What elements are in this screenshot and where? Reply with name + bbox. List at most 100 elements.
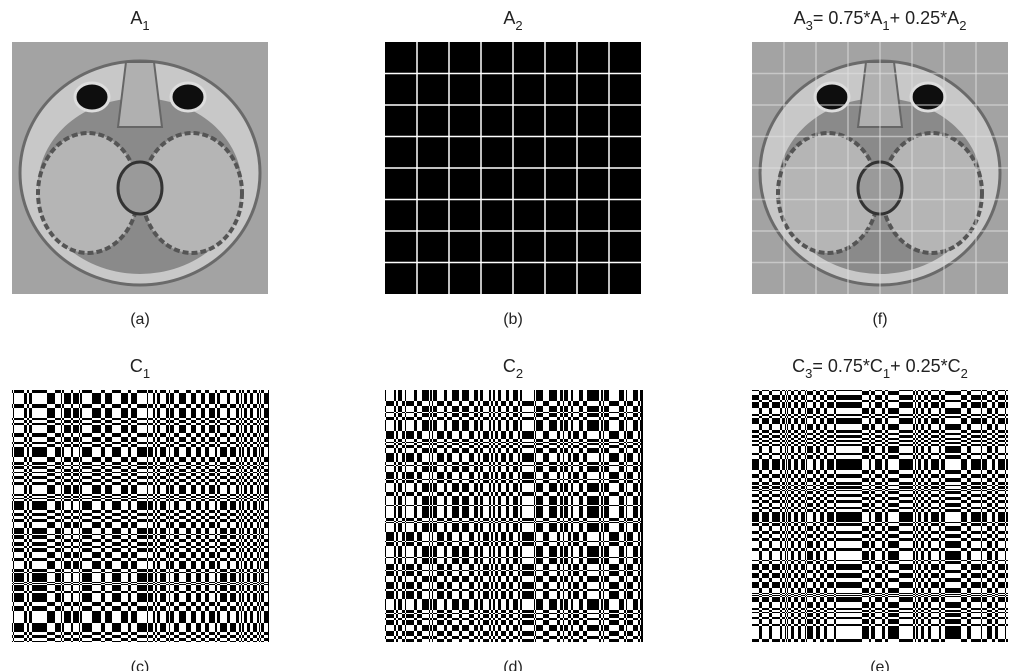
stripe: [12, 606, 268, 609]
stripe: [12, 548, 268, 549]
stripe: [12, 545, 268, 546]
subscript: 2: [516, 366, 523, 381]
panel-caption: (f): [872, 311, 887, 328]
stripe: [12, 599, 268, 601]
stripe: [385, 442, 641, 443]
stripe: [385, 538, 641, 540]
stripe: [12, 531, 268, 534]
panel-title: C3= 0.75*C1+ 0.25*C2: [792, 356, 968, 381]
stripe: [12, 577, 268, 579]
stripe: [752, 575, 1008, 578]
stripe: [597, 390, 599, 642]
stripe: [587, 390, 589, 642]
stripe: [385, 412, 641, 413]
stripe: [621, 390, 622, 642]
stripe: [385, 457, 641, 459]
stripe: [385, 465, 641, 466]
stripe: [385, 571, 641, 574]
stripe: [579, 390, 580, 642]
stripe: [593, 390, 596, 642]
panel-title: A1: [130, 8, 149, 33]
stripe: [452, 390, 455, 642]
stripe: [385, 495, 641, 496]
stripe: [539, 390, 540, 642]
stripe: [752, 459, 1008, 461]
stripe: [385, 610, 641, 613]
stripe: [498, 390, 501, 642]
stripe: [12, 391, 268, 393]
stripe: [385, 587, 641, 589]
stripe: [422, 390, 424, 642]
stripe: [752, 625, 1008, 626]
panel-title: A2: [503, 8, 522, 33]
panel: C3= 0.75*C1+ 0.25*C2(e): [752, 356, 1008, 671]
subscript: 1: [883, 366, 890, 381]
stripe: [385, 594, 641, 597]
stripe: [12, 477, 268, 479]
stripe: [385, 616, 641, 618]
stripe: [385, 575, 641, 576]
stripe: [12, 629, 268, 632]
stripe: [516, 390, 517, 642]
stripe: [752, 617, 1008, 618]
stripe: [752, 418, 1008, 421]
stripe: [752, 597, 1008, 599]
stripe: [465, 390, 466, 642]
stripe: [493, 390, 495, 642]
stripe: [626, 390, 627, 642]
stripe: [752, 523, 1008, 526]
stripe: [752, 618, 1008, 619]
subscript: 2: [515, 18, 522, 33]
stripe: [752, 507, 1008, 508]
stripe: [752, 474, 1008, 477]
stripe: [752, 608, 1008, 609]
stripe: [385, 623, 641, 624]
stripe: [462, 390, 465, 642]
stripe: [12, 551, 268, 552]
eye-right: [171, 83, 205, 111]
stripe: [385, 404, 641, 406]
stripe: [12, 466, 268, 467]
stripe: [752, 494, 1008, 497]
stripe: [385, 480, 641, 483]
stripe: [752, 564, 1008, 567]
eye-right: [911, 83, 945, 111]
stripe: [385, 614, 641, 616]
stripe: [752, 573, 1008, 574]
stripe: [12, 542, 268, 545]
stripe: [752, 593, 1008, 594]
stripe: [475, 390, 478, 642]
stripe: [12, 635, 268, 638]
subscript: 1: [143, 366, 150, 381]
eye-left: [75, 83, 109, 111]
stripe: [752, 421, 1008, 424]
stripe: [537, 390, 539, 642]
title-text: C: [792, 356, 805, 376]
stripe: [12, 453, 268, 455]
stripe: [752, 639, 1008, 642]
stripe: [752, 440, 1008, 442]
stripe: [752, 586, 1008, 587]
stripe: [385, 472, 641, 475]
stripe: [385, 505, 641, 506]
stripe: [752, 508, 1008, 509]
nose: [118, 62, 162, 127]
stripe: [12, 593, 268, 596]
stripe: [752, 454, 1008, 455]
subscript: 2: [961, 366, 968, 381]
stripe: [12, 588, 268, 591]
stripe: [424, 390, 426, 642]
stripe: [604, 390, 606, 642]
stripe: [12, 472, 268, 473]
stripe: [385, 401, 641, 404]
stripe: [520, 390, 522, 642]
stripe: [385, 446, 641, 448]
eye-left: [815, 83, 849, 111]
stripe: [507, 390, 509, 642]
stripe: [752, 483, 1008, 485]
stripe: [634, 390, 636, 642]
stripe: [385, 535, 641, 538]
subscript: 3: [806, 18, 813, 33]
stripe: [12, 501, 268, 504]
stripe: [752, 395, 1008, 397]
